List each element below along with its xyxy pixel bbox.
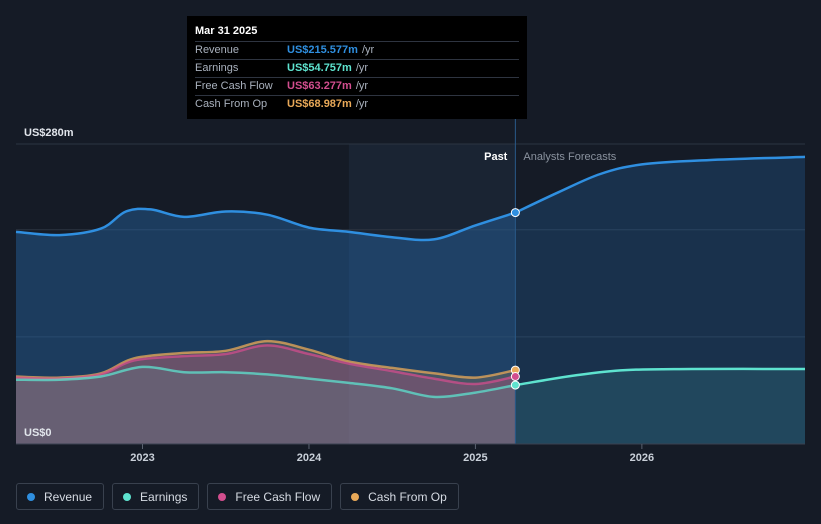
revenue-past-line <box>15 207 516 242</box>
tooltip-date: Mar 31 2025 <box>195 24 519 42</box>
tooltip-label: Cash From Op <box>195 98 268 110</box>
free-cash-flow-marker <box>510 372 520 381</box>
tooltip-value: US$54.757m <box>287 62 352 74</box>
legend-dot-icon <box>27 492 35 501</box>
tooltip: Mar 31 2025 Revenue US$215.577m /yr Earn… <box>187 16 527 119</box>
free-cash-flow-past-area <box>16 345 516 444</box>
legend: Revenue Earnings Free Cash Flow Cash Fro… <box>16 483 459 510</box>
y-label-bottom: US$0 <box>24 427 52 439</box>
x-tick-label: 2026 <box>630 452 654 464</box>
tooltip-row-revenue: Revenue US$215.577m /yr <box>195 42 519 60</box>
legend-item-revenue[interactable]: Revenue <box>16 483 105 510</box>
tooltip-row-cash-from-op: Cash From Op US$68.987m /yr <box>195 96 519 113</box>
x-tick-label: 2023 <box>130 452 154 464</box>
revenue-marker <box>510 208 520 218</box>
legend-label: Revenue <box>44 489 93 504</box>
earnings-marker <box>510 380 520 390</box>
legend-item-cash-from-op[interactable]: Cash From Op <box>340 483 459 510</box>
free-cash-flow-past-line <box>15 344 516 386</box>
tooltip-unit: /yr <box>355 62 369 74</box>
legend-label: Earnings <box>140 489 188 504</box>
forecast-label: Analysts Forecasts <box>523 151 616 163</box>
legend-label: Free Cash Flow <box>235 489 321 504</box>
x-tick-label: 2024 <box>297 452 322 464</box>
y-label-top: US$280m <box>24 127 74 139</box>
tooltip-value: US$68.987m <box>287 98 352 110</box>
tooltip-value: US$215.577m <box>287 44 358 56</box>
legend-item-free-cash-flow[interactable]: Free Cash Flow <box>207 483 333 510</box>
legend-dot-icon <box>123 492 132 501</box>
revenue-forecast-area <box>515 156 805 444</box>
tooltip-value: US$63.277m <box>287 80 352 92</box>
tooltip-label: Revenue <box>195 44 240 56</box>
tooltip-row-earnings: Earnings US$54.757m /yr <box>195 60 519 78</box>
tooltip-unit: /yr <box>355 80 369 92</box>
tooltip-label: Free Cash Flow <box>195 80 273 92</box>
legend-dot-icon <box>351 492 360 501</box>
tooltip-unit: /yr <box>361 44 375 56</box>
earnings-past-area <box>16 366 516 444</box>
legend-item-earnings[interactable]: Earnings <box>112 483 200 510</box>
legend-dot-icon <box>218 492 227 501</box>
tooltip-label: Earnings <box>195 62 239 74</box>
tooltip-row-free-cash-flow: Free Cash Flow US$63.277m /yr <box>195 78 519 96</box>
x-tick-label: 2025 <box>463 452 487 464</box>
past-highlight-region <box>348 144 516 444</box>
past-label: Past <box>484 151 508 163</box>
legend-label: Cash From Op <box>368 489 447 504</box>
earnings-forecast-area <box>515 368 805 444</box>
earnings-forecast-line <box>515 367 806 387</box>
revenue-forecast-line <box>514 155 806 214</box>
tooltip-unit: /yr <box>355 98 369 110</box>
earnings-past-line <box>15 365 516 399</box>
revenue-past-area <box>16 208 516 444</box>
